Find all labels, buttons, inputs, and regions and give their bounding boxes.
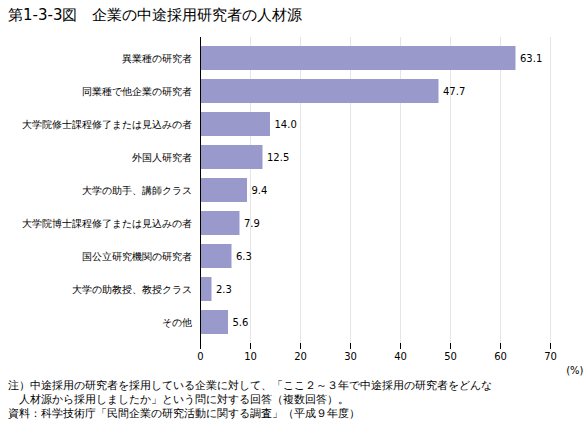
- svg-text:大学院博士課程修了または見込みの者: 大学院博士課程修了または見込みの者: [22, 218, 192, 229]
- svg-text:30: 30: [344, 351, 357, 362]
- svg-text:9.4: 9.4: [252, 185, 268, 196]
- svg-text:国公立研究機関の研究者: 国公立研究機関の研究者: [82, 251, 192, 262]
- svg-text:10: 10: [244, 351, 257, 362]
- svg-text:同業種で他企業の研究者: 同業種で他企業の研究者: [82, 86, 192, 97]
- html-text:注）中途採用の研究者を採用している企業に対して、「ここ２～３: 注）中途採用の研究者を採用している企業に対して、「ここ２～３年で中途採用の研究者…: [8, 379, 492, 392]
- html-text:資料：科学技術庁「民間企業の研究活動に関する調査」（平成９年: 資料：科学技術庁「民間企業の研究活動に関する調査」（平成９年度）: [8, 407, 360, 420]
- svg-text:70: 70: [544, 351, 557, 362]
- svg-text:(%): (%): [566, 365, 583, 376]
- svg-text:14.0: 14.0: [275, 119, 297, 130]
- svg-text:その他: その他: [162, 317, 192, 328]
- svg-text:40: 40: [394, 351, 407, 362]
- svg-text:0: 0: [197, 351, 203, 362]
- svg-text:2.3: 2.3: [216, 284, 232, 295]
- html-text:人材源から採用しましたか」という問に対する回答（複数回答）。: 人材源から採用しましたか」という問に対する回答（複数回答）。: [8, 393, 349, 406]
- svg-text:大学の助手、講師クラス: 大学の助手、講師クラス: [82, 185, 192, 196]
- svg-text:5.6: 5.6: [233, 317, 249, 328]
- svg-text:20: 20: [294, 351, 307, 362]
- html-text:第1-3-3図 企業の中途採用研究者の人材源: 第1-3-3図 企業の中途採用研究者の人材源: [8, 6, 303, 24]
- svg-text:60: 60: [494, 351, 507, 362]
- svg-text:7.9: 7.9: [244, 218, 260, 229]
- svg-text:63.1: 63.1: [520, 53, 542, 64]
- svg-text:50: 50: [444, 351, 457, 362]
- svg-text:大学の助教授、教授クラス: 大学の助教授、教授クラス: [72, 284, 192, 295]
- svg-text:12.5: 12.5: [267, 152, 289, 163]
- svg-text:外国人研究者: 外国人研究者: [132, 152, 192, 163]
- svg-text:6.3: 6.3: [236, 251, 252, 262]
- svg-text:異業種の研究者: 異業種の研究者: [122, 53, 192, 64]
- svg-text:大学院修士課程修了または見込みの者: 大学院修士課程修了または見込みの者: [22, 119, 192, 130]
- svg-text:47.7: 47.7: [443, 86, 465, 97]
